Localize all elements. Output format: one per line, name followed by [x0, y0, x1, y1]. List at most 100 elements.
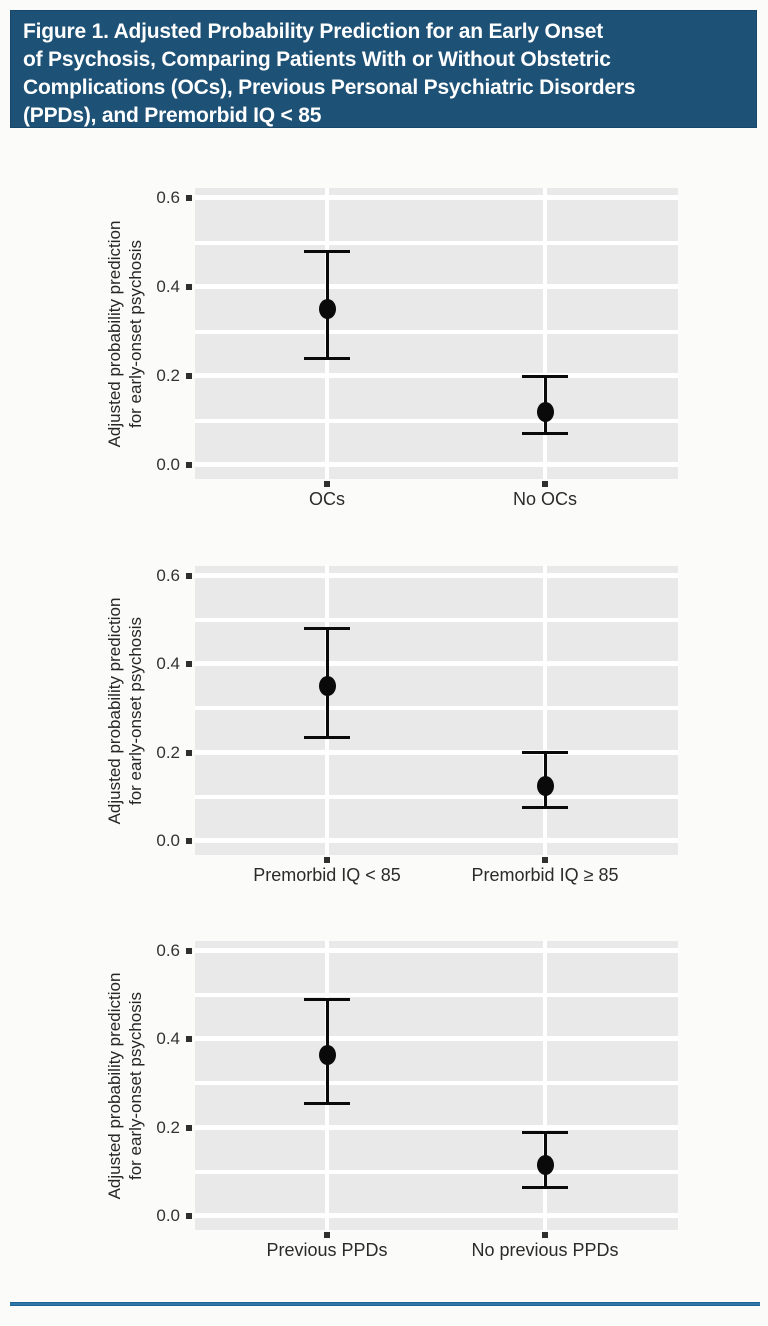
figure-title-line-3: Complications (OCs), Previous Personal P… — [23, 76, 636, 99]
minor-gridline — [195, 240, 678, 245]
figure-title-banner: Figure 1. Adjusted Probability Predictio… — [10, 10, 757, 128]
y-tick-mark — [186, 195, 192, 201]
y-tick-mark — [186, 1036, 192, 1043]
y-tick-mark — [186, 947, 192, 954]
y-tick-label: 0.6 — [156, 565, 180, 585]
minor-gridline — [195, 706, 678, 711]
y-tick-label: 0.6 — [156, 188, 180, 207]
y-tick-mark — [186, 284, 192, 290]
error-bar-cap-lower — [522, 806, 568, 810]
y-tick-label: 0.4 — [156, 654, 180, 674]
y-tick-label: 0.0 — [156, 455, 180, 474]
error-bar-cap-upper — [304, 997, 350, 1001]
y-tick-mark — [186, 1124, 192, 1131]
x-tick-mark — [542, 1232, 548, 1238]
y-tick-mark — [186, 373, 192, 379]
x-tick-label: Previous PPDs — [266, 1240, 388, 1260]
x-tick-mark — [542, 857, 548, 863]
y-axis-label: Adjusted probability prediction for early… — [104, 220, 146, 447]
vertical-gridline — [543, 941, 547, 1230]
error-bar-cap-lower — [304, 356, 350, 360]
y-tick-mark — [186, 462, 192, 468]
chart-panel-3: 0.0 0.2 0.4 0.6 Previous PPDs No previous PPD… — [0, 941, 768, 1280]
major-gridline — [195, 1124, 678, 1130]
y-axis-label-line: Adjusted probability prediction — [105, 972, 124, 1199]
y-tick-mark — [186, 838, 192, 844]
x-tick-label: Premorbid IQ ≥ 85 — [471, 865, 619, 885]
y-tick-label: 0.0 — [156, 831, 180, 850]
figure-title-line-1: Figure 1. Adjusted Probability Predictio… — [23, 20, 603, 43]
plot-area — [195, 188, 678, 479]
major-gridline — [195, 1213, 678, 1218]
plot-area — [195, 566, 678, 855]
minor-gridline — [195, 1081, 678, 1086]
error-bar-cap-lower — [522, 1185, 568, 1189]
y-axis-label-line: Adjusted probability prediction — [105, 220, 124, 447]
chart-panel-1: 0.0 0.2 0.4 0.6 OCs No OCs Adjusted probabilit… — [0, 188, 768, 529]
major-gridline — [195, 572, 678, 578]
y-axis-label-line: for early-onset psychosis — [126, 991, 145, 1180]
y-tick-label: 0.0 — [156, 1206, 180, 1225]
point-marker — [536, 775, 554, 796]
y-axis-label-line: for early-onset psychosis — [126, 616, 145, 805]
x-tick-mark — [324, 481, 330, 487]
y-tick-mark — [186, 661, 192, 668]
major-gridline — [195, 1036, 678, 1042]
minor-gridline — [195, 1169, 678, 1174]
y-axis-label: Adjusted probability prediction for early… — [104, 972, 146, 1199]
bottom-rule-divider — [10, 1302, 760, 1306]
minor-gridline — [195, 993, 678, 997]
chart-panel-2: 0.0 0.2 0.4 0.6 Premorbid IQ < 85 Premorbid I… — [0, 566, 768, 905]
y-tick-label: 0.4 — [156, 1029, 180, 1049]
figure-title-line-4: (PPDs), and Premorbid IQ < 85 — [23, 104, 322, 127]
error-bar-cap-lower — [304, 1101, 350, 1105]
minor-gridline — [195, 418, 678, 423]
vertical-gridline — [543, 188, 547, 479]
y-tick-label: 0.2 — [156, 1117, 180, 1137]
major-gridline — [195, 373, 678, 378]
x-tick-label: No previous PPDs — [471, 1240, 619, 1260]
x-tick-label: OCs — [309, 489, 345, 509]
error-bar-cap-lower — [522, 432, 568, 436]
major-gridline — [195, 661, 678, 667]
x-tick-label: Premorbid IQ < 85 — [253, 865, 401, 885]
major-gridline — [195, 462, 678, 467]
vertical-gridline — [543, 566, 547, 855]
x-tick-mark — [542, 481, 548, 487]
error-bar-cap-upper — [522, 751, 568, 755]
minor-gridline — [195, 618, 678, 622]
y-tick-label: 0.4 — [156, 277, 180, 296]
plot-area — [195, 941, 678, 1230]
minor-gridline — [195, 329, 678, 334]
x-tick-mark — [324, 857, 330, 863]
error-bar-cap-lower — [304, 735, 350, 739]
error-bar-cap-upper — [522, 1130, 568, 1134]
point-marker — [536, 401, 554, 422]
x-tick-mark — [324, 1232, 330, 1238]
y-tick-mark — [186, 749, 192, 756]
major-gridline — [195, 947, 678, 953]
major-gridline — [195, 749, 678, 755]
error-bar-cap-upper — [522, 374, 568, 378]
major-gridline — [195, 195, 678, 200]
y-tick-label: 0.2 — [156, 742, 180, 762]
point-marker — [318, 299, 336, 320]
y-axis-label: Adjusted probability prediction for early… — [104, 597, 146, 824]
y-axis-label-line: Adjusted probability prediction — [105, 597, 124, 824]
y-tick-mark — [186, 572, 192, 579]
point-marker — [318, 676, 336, 697]
y-tick-label: 0.6 — [156, 940, 180, 960]
point-marker — [318, 1044, 336, 1065]
figure-title-line-2: of Psychosis, Comparing Patients With or… — [23, 48, 611, 71]
y-tick-label: 0.2 — [156, 366, 180, 385]
point-marker — [536, 1155, 554, 1176]
x-tick-label: No OCs — [512, 489, 577, 509]
y-axis-label-line: for early-onset psychosis — [126, 239, 145, 428]
error-bar-cap-upper — [304, 249, 350, 253]
y-tick-mark — [186, 1213, 192, 1219]
minor-gridline — [195, 794, 678, 799]
major-gridline — [195, 838, 678, 843]
error-bar-cap-upper — [304, 627, 350, 631]
major-gridline — [195, 284, 678, 289]
